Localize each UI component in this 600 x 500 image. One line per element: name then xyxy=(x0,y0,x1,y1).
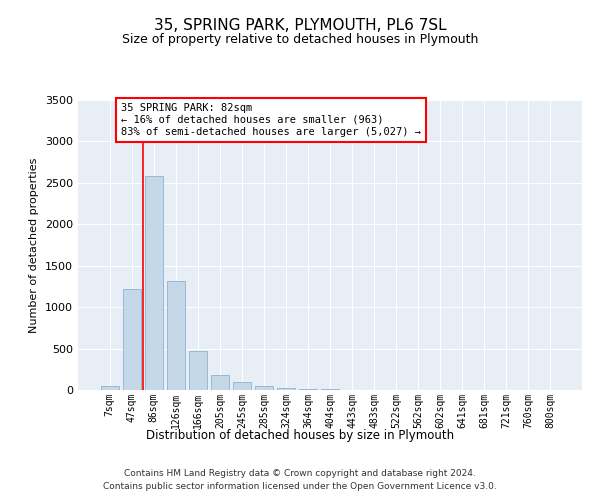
Bar xyxy=(255,386,273,390)
Bar xyxy=(189,351,206,390)
Text: Distribution of detached houses by size in Plymouth: Distribution of detached houses by size … xyxy=(146,428,454,442)
Bar xyxy=(299,388,317,390)
Bar xyxy=(211,374,229,390)
Text: Contains public sector information licensed under the Open Government Licence v3: Contains public sector information licen… xyxy=(103,482,497,491)
Text: Contains HM Land Registry data © Crown copyright and database right 2024.: Contains HM Land Registry data © Crown c… xyxy=(124,468,476,477)
Text: 35 SPRING PARK: 82sqm
← 16% of detached houses are smaller (963)
83% of semi-det: 35 SPRING PARK: 82sqm ← 16% of detached … xyxy=(121,104,421,136)
Y-axis label: Number of detached properties: Number of detached properties xyxy=(29,158,40,332)
Bar xyxy=(101,386,119,390)
Bar xyxy=(123,289,140,390)
Bar xyxy=(233,382,251,390)
Bar xyxy=(277,388,295,390)
Text: Size of property relative to detached houses in Plymouth: Size of property relative to detached ho… xyxy=(122,32,478,46)
Bar xyxy=(145,176,163,390)
Text: 35, SPRING PARK, PLYMOUTH, PL6 7SL: 35, SPRING PARK, PLYMOUTH, PL6 7SL xyxy=(154,18,446,32)
Bar xyxy=(321,389,339,390)
Bar xyxy=(167,282,185,390)
